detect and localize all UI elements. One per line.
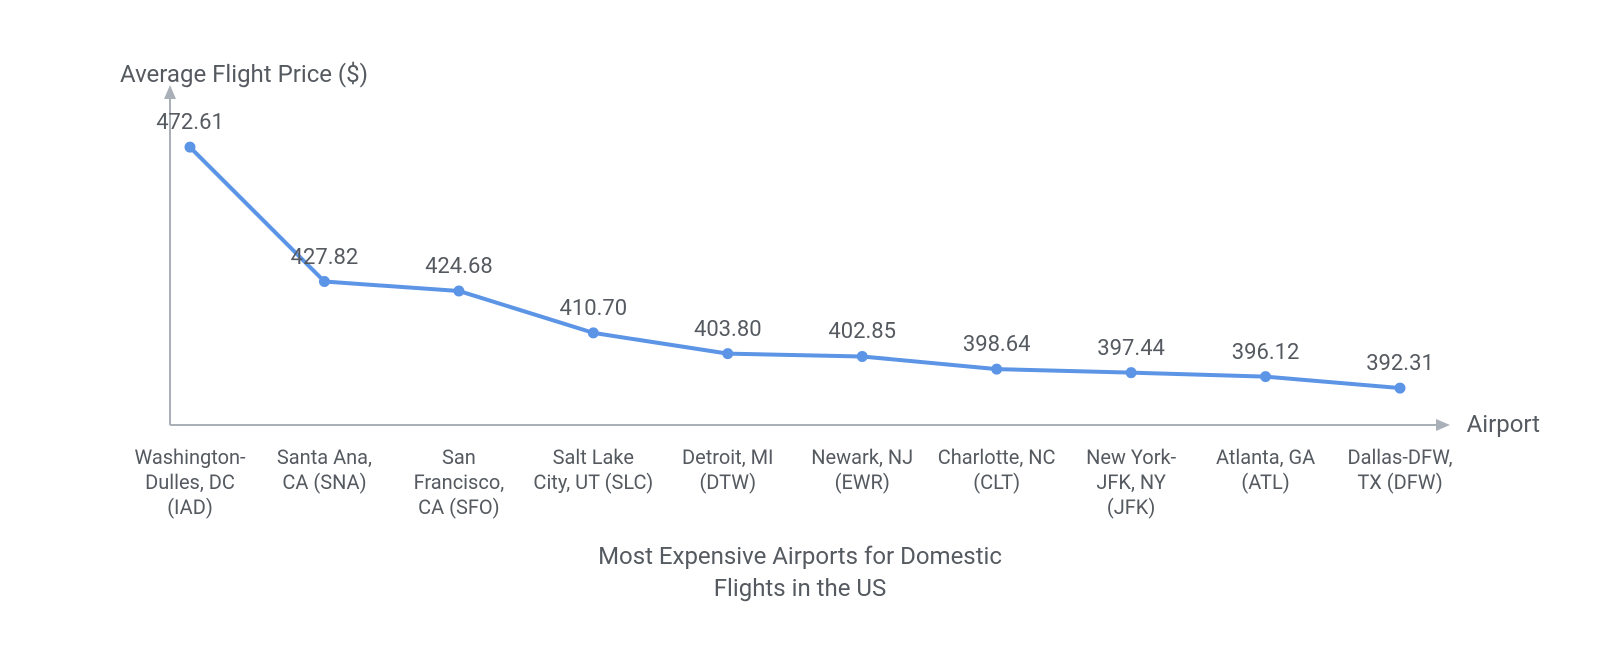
x-axis-title: Airport [1467,410,1540,438]
category-label: Dallas-DFW,TX (DFW) [1330,445,1470,495]
value-label: 396.12 [1232,340,1300,365]
caption-line-1: Most Expensive Airports for Domestic [598,542,1002,570]
value-label: 402.85 [828,319,896,344]
caption-line-2: Flights in the US [714,574,886,602]
category-label: Detroit, MI(DTW) [658,445,798,495]
value-label: 472.61 [156,110,224,135]
value-label: 403.80 [694,317,762,342]
category-label: Newark, NJ(EWR) [792,445,932,495]
y-axis-title: Average Flight Price ($) [120,60,368,88]
category-label: SanFrancisco,CA (SFO) [389,445,529,520]
category-label: Charlotte, NC(CLT) [927,445,1067,495]
category-label: New York-JFK, NY(JFK) [1061,445,1201,520]
flight-price-chart: Average Flight Price ($) Airport Washing… [0,0,1600,658]
category-labels-row: Washington-Dulles, DC(IAD)Santa Ana,CA (… [0,445,1600,525]
category-label: Atlanta, GA(ATL) [1196,445,1336,495]
chart-caption: Most Expensive Airports for Domestic Fli… [0,540,1600,605]
value-label: 398.64 [963,332,1031,357]
value-label: 392.31 [1366,351,1434,376]
category-label: Washington-Dulles, DC(IAD) [120,445,260,520]
category-label: Salt LakeCity, UT (SLC) [523,445,663,495]
value-label: 397.44 [1097,336,1165,361]
value-label: 424.68 [425,254,493,279]
value-label: 427.82 [291,245,359,270]
value-label: 410.70 [560,296,628,321]
category-label: Santa Ana,CA (SNA) [254,445,394,495]
